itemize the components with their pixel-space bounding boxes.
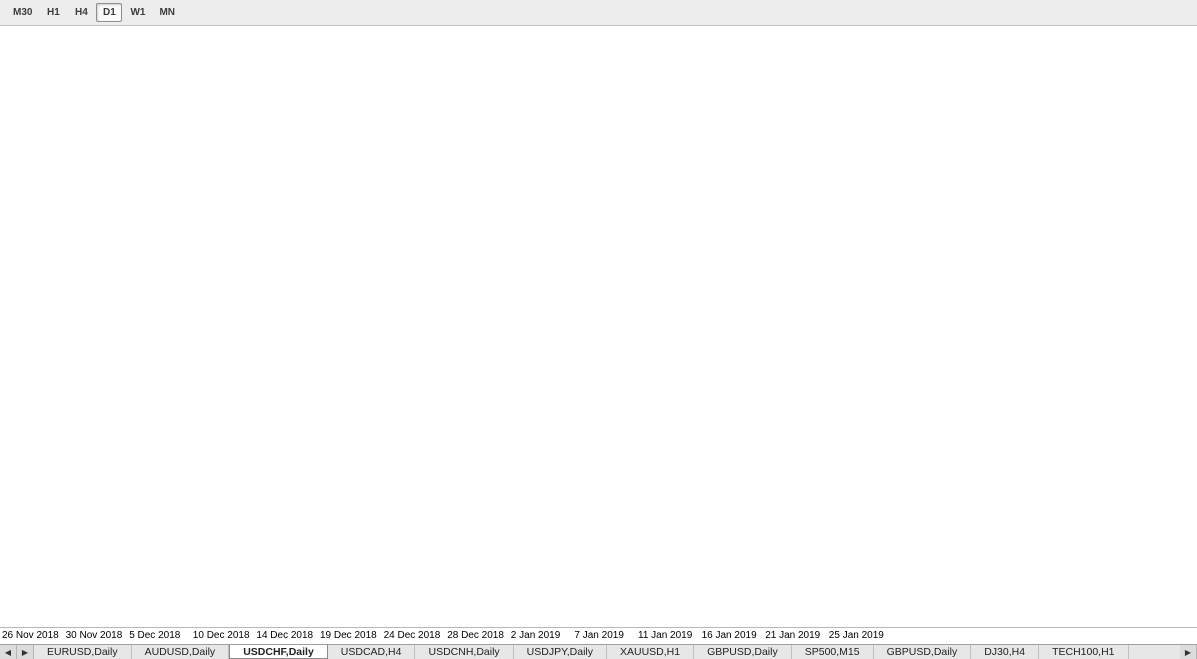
date-axis-label: 11 Jan 2019 — [638, 630, 693, 641]
chart-tab-tech100-h1[interactable]: TECH100,H1 — [1039, 645, 1129, 659]
date-axis: 26 Nov 2018 30 Nov 2018 5 Dec 2018 10 Dec 2… — [0, 627, 1197, 644]
date-axis-label: 30 Nov 2018 — [65, 630, 123, 641]
chart-tab-usdcad-h4[interactable]: USDCAD,H4 — [327, 645, 416, 659]
timeframe-toolbar: M30 H1 H4 D1 W1 MN — [0, 0, 1197, 26]
date-axis-label: 10 Dec 2018 — [192, 630, 250, 641]
tab-overflow-button[interactable]: ▶ — [1180, 645, 1197, 659]
date-axis-label: 24 Dec 2018 — [383, 630, 441, 641]
tab-scroll-right-button[interactable]: ▶ — [17, 645, 34, 659]
timeframe-button-d1[interactable]: D1 — [96, 3, 123, 22]
date-axis-label: 5 Dec 2018 — [129, 630, 181, 641]
date-axis-label: 25 Jan 2019 — [828, 630, 884, 641]
date-axis-label: 7 Jan 2019 — [574, 630, 624, 641]
chart-tab-gbpusd-daily[interactable]: GBPUSD,Daily — [873, 645, 972, 659]
chart-tab-xauusd-h1[interactable]: XAUUSD,H1 — [607, 645, 695, 659]
chart-tab-eurusd-daily[interactable]: EURUSD,Daily — [34, 645, 132, 659]
chart-tab-usdcnh-daily[interactable]: USDCNH,Daily — [415, 645, 514, 659]
chart-tab-usdjpy-daily[interactable]: USDJPY,Daily — [513, 645, 607, 659]
timeframe-button-m30[interactable]: M30 — [7, 3, 39, 22]
timeframe-button-h4[interactable]: H4 — [68, 3, 95, 22]
timeframe-button-mn[interactable]: MN — [153, 3, 182, 22]
date-axis-label: 19 Dec 2018 — [320, 630, 377, 641]
chart-tab-usdchf-daily[interactable]: USDCHF,Daily — [229, 645, 328, 659]
timeframe-button-h1[interactable]: H1 — [40, 3, 67, 22]
date-axis-label: 28 Dec 2018 — [447, 630, 504, 641]
timeframe-button-w1[interactable]: W1 — [124, 3, 152, 22]
chart-tab-gbpusd-daily[interactable]: GBPUSD,Daily — [694, 645, 792, 659]
chart-tab-audusd-daily[interactable]: AUDUSD,Daily — [131, 645, 230, 659]
date-axis-label: 2 Jan 2019 — [510, 630, 561, 641]
date-axis-label: 21 Jan 2019 — [765, 630, 821, 641]
date-axis-label: 26 Nov 2018 — [2, 630, 59, 641]
date-axis-label: 16 Jan 2019 — [701, 630, 757, 641]
date-axis-label: 14 Dec 2018 — [256, 630, 314, 641]
tab-scroll-left-button[interactable]: ◀ — [0, 645, 17, 659]
chart-tabs-bar: ◀ ▶ EURUSD,Daily AUDUSD,Daily USDCHF,Daily US… — [0, 644, 1197, 659]
chart-tab-dj30-h4[interactable]: DJ30,H4 — [971, 645, 1040, 659]
chart-tab-sp500-m15[interactable]: SP500,M15 — [791, 645, 874, 659]
